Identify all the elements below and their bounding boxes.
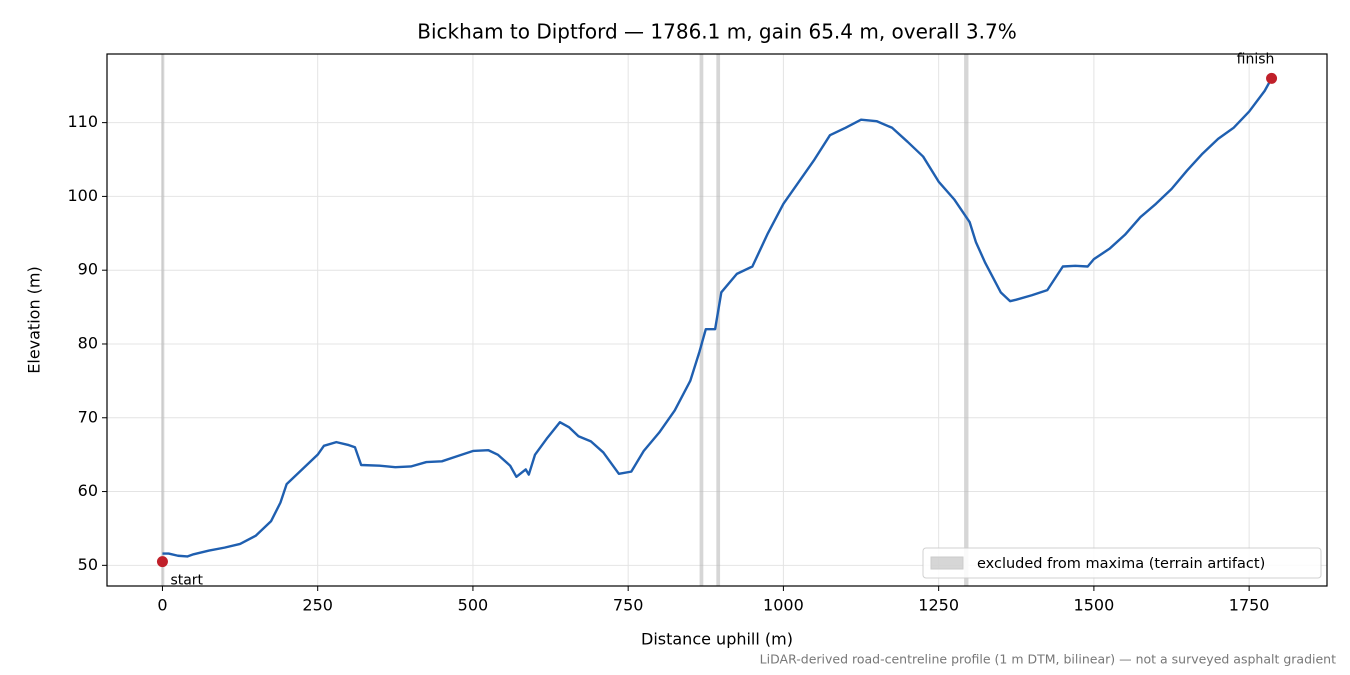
excluded-span	[699, 54, 704, 586]
x-tick-label: 1250	[918, 596, 959, 615]
legend-swatch	[930, 556, 964, 570]
excluded-span	[716, 54, 721, 586]
y-tick-label: 80	[78, 333, 98, 352]
x-tick-label: 500	[458, 596, 489, 615]
x-tick-label: 250	[302, 596, 333, 615]
footnote: LiDAR-derived road-centreline profile (1…	[760, 652, 1336, 667]
x-tick-label: 0	[157, 596, 167, 615]
legend-box	[922, 547, 1322, 579]
y-tick-label: 60	[78, 481, 98, 500]
y-tick-label: 50	[78, 555, 98, 574]
x-tick-label: 1500	[1074, 596, 1115, 615]
x-tick-label: 750	[613, 596, 644, 615]
x-tick-label: 1000	[763, 596, 804, 615]
excluded-span	[161, 54, 165, 586]
y-tick-label: 70	[78, 407, 98, 426]
endpoint-marker	[156, 556, 168, 568]
x-tick-label: 1750	[1229, 596, 1270, 615]
chart-title: Bickham to Diptford — 1786.1 m, gain 65.…	[417, 20, 1016, 44]
y-tick-label: 100	[67, 186, 98, 205]
marker-label: start	[170, 573, 203, 589]
y-axis-label: Elevation (m)	[25, 266, 44, 373]
endpoint-marker	[1266, 72, 1278, 84]
legend-label: excluded from maxima (terrain artifact)	[977, 556, 1265, 572]
marker-label: finish	[1237, 51, 1275, 67]
x-axis-label: Distance uphill (m)	[641, 630, 793, 649]
plot-frame	[106, 53, 1328, 587]
elevation-line	[162, 77, 1273, 558]
excluded-span	[964, 54, 969, 586]
y-tick-label: 90	[78, 260, 98, 279]
y-tick-label: 110	[67, 112, 98, 131]
